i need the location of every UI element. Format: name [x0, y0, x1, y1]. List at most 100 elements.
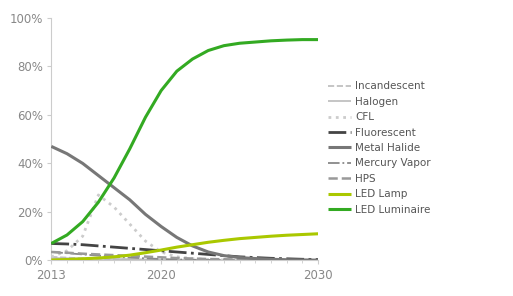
LED Lamp	[236, 237, 243, 240]
Halogen	[189, 258, 195, 262]
LED Lamp	[205, 240, 211, 244]
Metal Halide	[174, 236, 180, 239]
LED Luminaire	[64, 233, 70, 237]
LED Luminaire	[95, 200, 102, 204]
Incandescent	[95, 257, 102, 260]
LED Luminaire	[205, 49, 211, 52]
Incandescent	[80, 257, 86, 260]
LED Lamp	[189, 243, 195, 247]
Halogen	[48, 256, 54, 260]
LED Luminaire	[284, 38, 290, 42]
HPS	[174, 256, 180, 260]
HPS	[236, 258, 243, 261]
Halogen	[111, 257, 117, 261]
Incandescent	[252, 259, 259, 262]
CFL	[189, 257, 195, 260]
LED Luminaire	[252, 40, 259, 44]
Mercury Vapor	[268, 259, 274, 262]
Metal Halide	[95, 174, 102, 177]
Incandescent	[127, 258, 133, 261]
Legend: Incandescent, Halogen, CFL, Fluorescent, Metal Halide, Mercury Vapor, HPS, LED L: Incandescent, Halogen, CFL, Fluorescent,…	[328, 81, 431, 215]
Metal Halide	[127, 198, 133, 202]
Mercury Vapor	[221, 258, 227, 262]
Metal Halide	[315, 258, 321, 262]
Fluorescent	[221, 254, 227, 258]
LED Luminaire	[299, 38, 305, 41]
Halogen	[174, 258, 180, 262]
Incandescent	[143, 258, 149, 262]
Mercury Vapor	[189, 258, 195, 262]
Halogen	[284, 259, 290, 262]
HPS	[189, 257, 195, 260]
Mercury Vapor	[127, 256, 133, 259]
Fluorescent	[48, 242, 54, 245]
Mercury Vapor	[252, 258, 259, 262]
Metal Halide	[111, 186, 117, 189]
HPS	[95, 253, 102, 256]
LED Lamp	[127, 253, 133, 257]
Fluorescent	[315, 258, 321, 261]
Mercury Vapor	[143, 257, 149, 260]
Halogen	[205, 258, 211, 262]
Incandescent	[189, 258, 195, 262]
Incandescent	[221, 259, 227, 262]
Metal Halide	[221, 254, 227, 258]
Halogen	[158, 258, 164, 262]
Line: Incandescent: Incandescent	[51, 257, 318, 260]
Incandescent	[268, 259, 274, 262]
LED Lamp	[268, 234, 274, 238]
HPS	[268, 258, 274, 262]
HPS	[143, 255, 149, 258]
Halogen	[299, 259, 305, 262]
Fluorescent	[158, 249, 164, 252]
LED Luminaire	[143, 115, 149, 119]
Fluorescent	[284, 257, 290, 260]
Incandescent	[111, 258, 117, 261]
HPS	[252, 258, 259, 262]
HPS	[205, 257, 211, 261]
LED Luminaire	[236, 41, 243, 45]
LED Luminaire	[315, 38, 321, 41]
Fluorescent	[111, 245, 117, 249]
CFL	[268, 259, 274, 262]
Metal Halide	[268, 258, 274, 261]
Incandescent	[284, 259, 290, 262]
HPS	[299, 258, 305, 262]
LED Luminaire	[158, 89, 164, 92]
LED Luminaire	[48, 242, 54, 245]
CFL	[221, 258, 227, 262]
Fluorescent	[236, 255, 243, 259]
Halogen	[236, 258, 243, 262]
Mercury Vapor	[158, 257, 164, 261]
Fluorescent	[64, 242, 70, 246]
LED Lamp	[174, 245, 180, 249]
Metal Halide	[205, 250, 211, 254]
Halogen	[64, 257, 70, 260]
Fluorescent	[80, 243, 86, 247]
Line: LED Lamp: LED Lamp	[51, 234, 318, 260]
Mercury Vapor	[111, 255, 117, 258]
Incandescent	[48, 255, 54, 259]
CFL	[95, 193, 102, 197]
CFL	[158, 250, 164, 254]
Fluorescent	[95, 244, 102, 248]
Line: HPS: HPS	[51, 252, 318, 260]
LED Lamp	[284, 234, 290, 237]
LED Luminaire	[268, 39, 274, 43]
LED Lamp	[299, 233, 305, 236]
CFL	[236, 258, 243, 262]
Mercury Vapor	[299, 259, 305, 262]
Halogen	[95, 257, 102, 260]
LED Luminaire	[111, 176, 117, 180]
Incandescent	[236, 259, 243, 262]
LED Lamp	[158, 248, 164, 252]
LED Lamp	[315, 232, 321, 236]
CFL	[143, 239, 149, 243]
Metal Halide	[236, 256, 243, 259]
Fluorescent	[189, 251, 195, 255]
HPS	[158, 255, 164, 259]
Metal Halide	[80, 162, 86, 165]
Metal Halide	[64, 152, 70, 155]
Mercury Vapor	[174, 258, 180, 261]
HPS	[64, 251, 70, 255]
